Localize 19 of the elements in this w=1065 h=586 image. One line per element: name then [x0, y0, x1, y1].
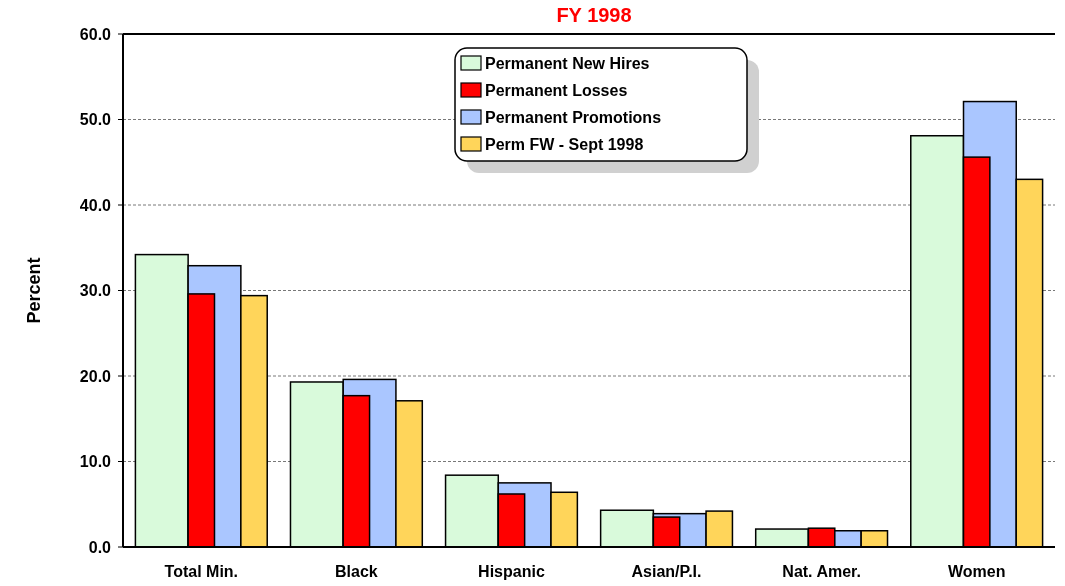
- x-tick-label: Hispanic: [478, 563, 545, 580]
- x-tick-label: Black: [335, 563, 378, 580]
- y-tick-label: 60.0: [79, 25, 112, 43]
- y-tick-label: 10.0: [79, 453, 112, 471]
- x-tick-label: Asian/P.I.: [631, 563, 702, 580]
- legend-label: Permanent Losses: [485, 81, 628, 99]
- x-tick-label: Women: [947, 563, 1006, 580]
- legend-label: Permanent New Hires: [485, 54, 650, 72]
- x-tick-label: Total Min.: [164, 563, 239, 580]
- y-tick-label: 0.0: [88, 538, 112, 556]
- chart-title: FY 1998: [556, 4, 632, 26]
- legend-label: Perm FW - Sept 1998: [485, 135, 644, 153]
- y-axis-title: Percent: [24, 257, 44, 324]
- y-tick-label: 30.0: [79, 282, 112, 300]
- y-tick-label: 40.0: [79, 196, 112, 214]
- y-tick-label: 20.0: [79, 367, 112, 385]
- y-tick-label: 50.0: [79, 111, 112, 129]
- legend-label: Permanent Promotions: [485, 108, 662, 126]
- x-tick-label: Nat. Amer.: [782, 563, 861, 580]
